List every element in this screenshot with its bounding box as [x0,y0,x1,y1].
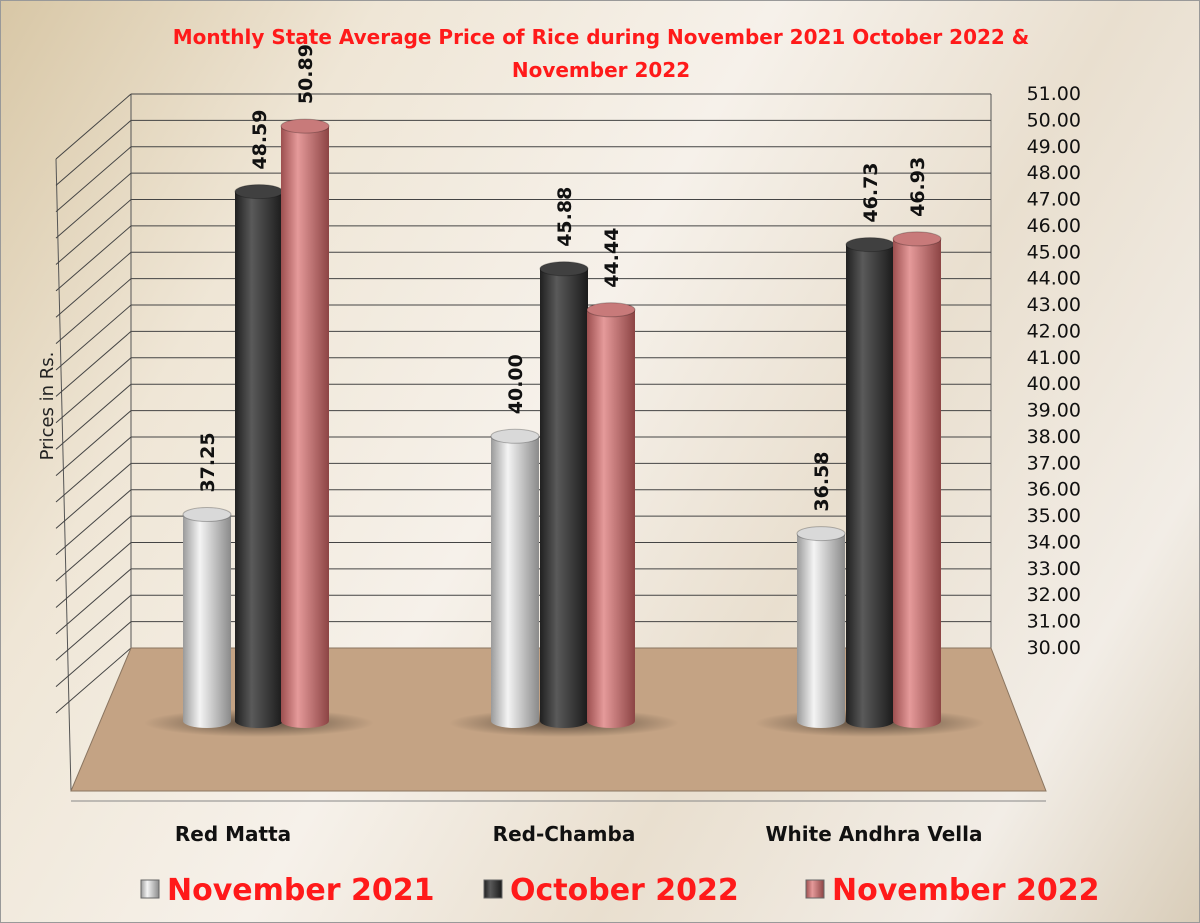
grid-line-side [55,251,132,318]
data-label: 40.00 [505,354,527,414]
bar [183,514,231,721]
grid-line-side [55,594,132,661]
x-tick-label: Red-Chamba [493,822,636,846]
y-tick-label: 46.00 [1027,215,1081,237]
y-tick-label: 38.00 [1027,426,1081,448]
data-label: 37.25 [197,432,219,492]
grid-line-side [55,383,132,450]
grid-line-side [55,647,132,714]
legend-swatch [483,879,503,899]
side-wall-edge [55,158,72,792]
grid-line-side [55,357,132,424]
legend-label: November 2021 [167,873,434,908]
grid-line-side [55,542,132,608]
y-tick-label: 40.00 [1027,373,1081,395]
grid-line-side [55,146,132,213]
data-label: 44.44 [601,228,623,288]
y-tick-label: 36.00 [1027,479,1081,501]
data-label: 48.59 [249,110,271,170]
grid-line-side [55,436,132,503]
y-tick-label: 35.00 [1027,505,1081,527]
grid-line-side [55,172,132,239]
legend-swatch [805,879,825,899]
y-tick-label: 45.00 [1027,241,1081,263]
y-axis-label: Prices in Rs. [37,352,58,461]
grid-line-side [55,515,132,582]
legend-swatch [140,879,160,899]
legend-label: November 2022 [832,873,1099,908]
data-label: 50.89 [295,44,317,104]
bar [281,126,329,721]
y-tick-label: 39.00 [1027,400,1081,422]
legend-label: October 2022 [510,873,739,908]
y-tick-label: 47.00 [1027,189,1081,211]
grid-line-side [55,489,132,556]
grid-line-side [55,120,132,186]
y-tick-label: 30.00 [1027,637,1081,659]
grid-line-side [55,410,132,476]
bar [587,309,635,721]
bar-top [280,118,330,134]
bar [235,191,283,721]
bar-top [586,302,636,318]
y-tick-label: 31.00 [1027,611,1081,633]
bar-top [845,237,895,253]
y-tick-label: 44.00 [1027,268,1081,290]
chart-title: Monthly State Average Price of Rice duri… [172,25,1030,82]
data-label: 46.73 [860,162,882,222]
y-tick-label: 41.00 [1027,347,1081,369]
bar-top [182,507,232,523]
grid-line-side [55,199,132,265]
y-tick-label: 50.00 [1027,109,1081,131]
bar-top [490,428,540,444]
grid-line-side [55,568,132,635]
data-label: 46.93 [907,157,929,217]
bar [893,238,941,721]
y-tick-label: 49.00 [1027,136,1081,158]
x-tick-label: Red Matta [175,822,291,846]
grid-line-side [55,225,132,292]
grid-line-side [55,621,132,687]
y-tick-label: 37.00 [1027,452,1081,474]
x-tick-label: White Andhra Vella [766,822,983,846]
grid-line-side [55,304,132,371]
bar-top [234,184,284,200]
data-label: 36.58 [811,452,833,512]
y-tick-label: 48.00 [1027,162,1081,184]
y-tick-label: 34.00 [1027,531,1081,553]
bar [491,436,539,721]
grid-line-side [55,462,132,529]
grid-line-side [55,278,132,345]
bar [797,533,845,721]
bar [846,244,894,722]
y-tick-label: 32.00 [1027,584,1081,606]
bar-top [796,526,846,542]
bar [540,268,588,721]
y-tick-label: 51.00 [1027,83,1081,105]
grid-line-side [55,93,132,160]
bar-top [539,261,589,277]
y-tick-label: 33.00 [1027,558,1081,580]
y-tick-label: 42.00 [1027,320,1081,342]
bar-top [892,231,942,247]
y-tick-label: 43.00 [1027,294,1081,316]
grid-line-side [55,331,132,397]
data-label: 45.88 [554,187,576,247]
